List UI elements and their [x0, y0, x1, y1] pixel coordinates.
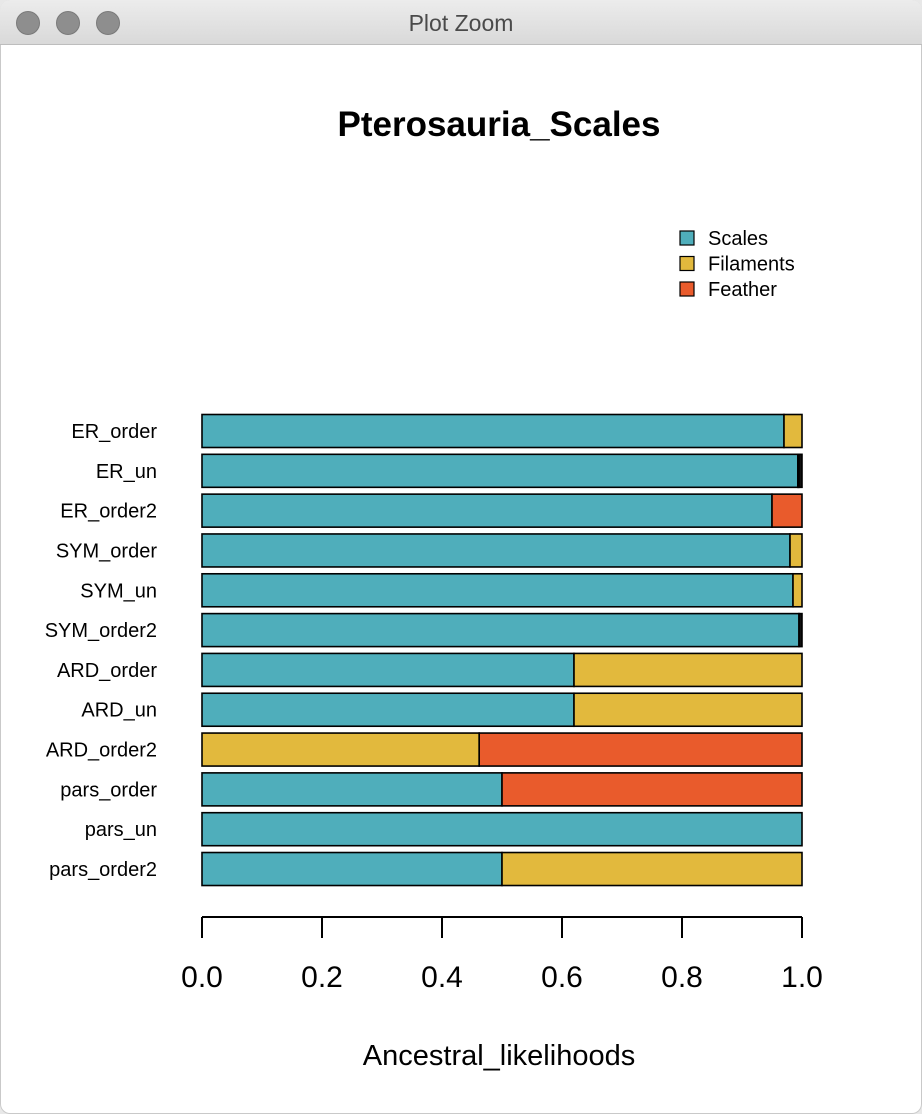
- legend-item: Feather: [679, 279, 777, 301]
- bar-segment-filaments: [789, 533, 803, 568]
- legend-item: Filaments: [679, 254, 795, 276]
- bar-segment-filaments: [783, 413, 803, 449]
- y-tick-label: ARD_order2: [46, 740, 157, 762]
- x-tick-label: 0.2: [301, 961, 343, 994]
- x-axis: 0.0 0.2 0.4 0.6 0.8 1.0: [181, 916, 823, 994]
- y-tick-label: pars_order: [60, 779, 157, 801]
- y-tick-label: pars_order2: [49, 859, 157, 881]
- y-tick-label: ER_un: [96, 461, 157, 483]
- legend-label: Scales: [708, 228, 768, 250]
- window-title: Plot Zoom: [408, 10, 514, 36]
- bar-segment-scales: [201, 652, 575, 688]
- legend-item: Scales: [679, 228, 768, 250]
- bar-segment-scales: [201, 612, 800, 648]
- y-tick-label: ER_order2: [60, 501, 157, 523]
- bar-chart: Pterosauria_Scales Scales Filaments Feathe…: [45, 105, 823, 1072]
- y-tick-label: pars_un: [85, 819, 157, 841]
- x-tick-label: 1.0: [781, 961, 823, 994]
- y-tick-label: ARD_order: [57, 660, 157, 682]
- bar-segment-feather: [501, 772, 803, 807]
- y-tick-label: SYM_order: [56, 540, 157, 562]
- bar-segment-filaments: [792, 572, 803, 608]
- bar-row: [201, 851, 803, 887]
- y-tick-label: SYM_order2: [45, 620, 157, 642]
- bar-row: [201, 453, 803, 489]
- bar-segment-scales: [201, 413, 785, 449]
- bar-segment-scales: [201, 772, 503, 807]
- bar-segment-scales: [201, 493, 773, 528]
- x-tick-label: 0.0: [181, 961, 223, 994]
- close-window-button[interactable]: [16, 11, 40, 35]
- bar-row: [201, 732, 803, 767]
- x-tick-label: 0.6: [541, 961, 583, 994]
- bar-segment-scales: [201, 533, 791, 568]
- y-tick-label: ER_order: [71, 421, 157, 443]
- x-axis-title: Ancestral_likelihoods: [363, 1040, 635, 1072]
- legend-label: Feather: [708, 279, 777, 301]
- zoom-window-button[interactable]: [96, 11, 120, 35]
- chart-title: Pterosauria_Scales: [338, 105, 661, 144]
- y-tick-label: SYM_un: [80, 580, 157, 602]
- bar-segment-feather: [478, 732, 803, 767]
- bar-segment-filaments: [501, 851, 803, 887]
- bar-row: [201, 533, 803, 568]
- bar-segment-scales: [201, 692, 575, 728]
- bar-row: [201, 692, 803, 728]
- x-tick-label: 0.8: [661, 961, 703, 994]
- x-tick-label: 0.4: [421, 961, 463, 994]
- bar-segment-filaments: [573, 692, 803, 728]
- bar-row: [201, 493, 803, 528]
- legend-swatch: [679, 255, 695, 272]
- bar-segment-scales: [201, 572, 794, 608]
- title-bar: Plot Zoom: [0, 0, 922, 45]
- minimize-window-button[interactable]: [56, 11, 80, 35]
- legend-label: Filaments: [708, 254, 795, 276]
- bars-group: [201, 413, 803, 887]
- bar-segment-filaments: [201, 732, 481, 767]
- bar-segment-other: [798, 453, 803, 489]
- bar-row: [201, 772, 803, 807]
- bar-segment-scales: [201, 453, 799, 489]
- legend: Scales Filaments Feather: [679, 228, 795, 301]
- bar-row: [201, 572, 803, 608]
- bar-segment-scales: [201, 811, 803, 847]
- bar-row: [201, 652, 803, 688]
- legend-swatch: [679, 230, 695, 246]
- bar-segment-scales: [201, 851, 503, 887]
- bar-row: [201, 612, 803, 648]
- bar-row: [201, 413, 803, 449]
- y-axis-labels: ER_order ER_un ER_order2 SYM_order SYM_un SYM…: [45, 421, 158, 881]
- bar-segment-feather: [771, 493, 803, 528]
- bar-segment-other: [798, 612, 803, 648]
- legend-swatch: [679, 281, 695, 297]
- bar-segment-filaments: [573, 652, 803, 688]
- y-tick-label: ARD_un: [81, 700, 157, 722]
- bar-row: [201, 811, 803, 847]
